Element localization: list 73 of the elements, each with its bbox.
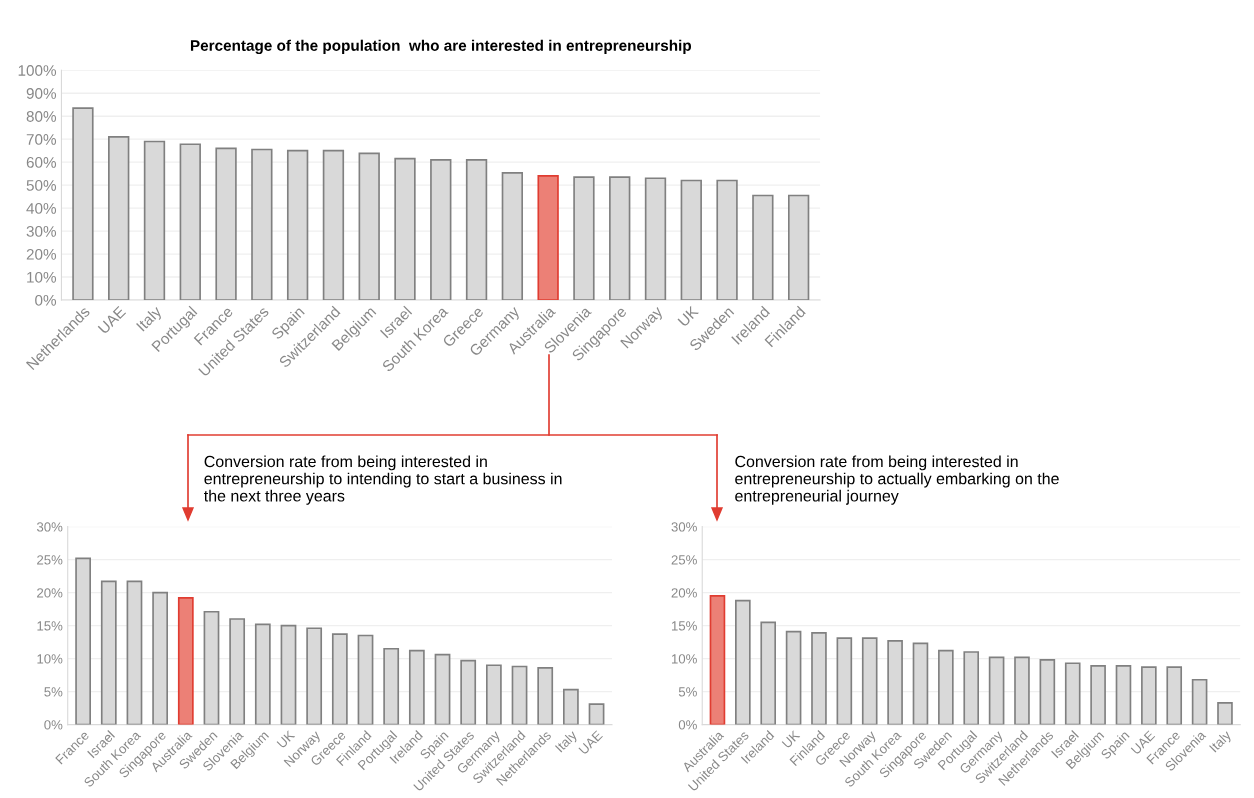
y-tick-label: 10% bbox=[37, 654, 63, 664]
bar bbox=[408, 649, 425, 725]
bar bbox=[177, 597, 194, 725]
bar bbox=[912, 642, 929, 725]
bar bbox=[1090, 665, 1106, 725]
y-tick-label: 20% bbox=[37, 588, 63, 598]
bar bbox=[1141, 666, 1157, 725]
bar bbox=[785, 630, 802, 725]
bar bbox=[836, 637, 853, 725]
y-tick-label: 15% bbox=[37, 621, 63, 631]
y-tick-label: 80% bbox=[26, 111, 57, 122]
bar bbox=[75, 557, 92, 725]
y-tick-label: 25% bbox=[37, 555, 63, 565]
bar bbox=[760, 621, 777, 725]
bar bbox=[511, 665, 528, 725]
x-tick-label: Italy bbox=[1208, 729, 1234, 755]
y-tick-label: 30% bbox=[36, 522, 63, 532]
x-tick-label: Italy bbox=[554, 729, 580, 755]
y-tick-label: 10% bbox=[27, 271, 57, 283]
bar bbox=[735, 599, 751, 725]
y-tick-label: 40% bbox=[26, 202, 57, 214]
bar bbox=[331, 633, 348, 725]
bar bbox=[1166, 666, 1183, 725]
y-tick-label: 0% bbox=[44, 720, 63, 730]
bar bbox=[861, 637, 878, 725]
bar bbox=[963, 651, 980, 725]
bar bbox=[1039, 659, 1056, 725]
bar bbox=[434, 653, 451, 725]
y-tick-label: 30% bbox=[26, 225, 57, 237]
bar bbox=[152, 591, 169, 725]
bar bbox=[485, 664, 502, 725]
bar bbox=[100, 580, 117, 725]
bar bbox=[887, 639, 903, 725]
bar bbox=[357, 634, 374, 725]
bar bbox=[811, 632, 827, 725]
bar bbox=[537, 667, 554, 725]
bar bbox=[1191, 678, 1208, 725]
y-tick-label: 0% bbox=[35, 294, 57, 306]
bar bbox=[1217, 701, 1233, 725]
y-tick-label: 5% bbox=[678, 687, 697, 697]
y-tick-label: 60% bbox=[26, 157, 57, 168]
bar bbox=[537, 175, 559, 301]
chart-title: Percentage of the population who are interested in entrepreneurship bbox=[190, 39, 692, 55]
y-tick-label: 70% bbox=[26, 134, 57, 145]
y-tick-label: 20% bbox=[26, 248, 57, 260]
y-tick-label: 0% bbox=[678, 720, 697, 730]
y-tick-label: 10% bbox=[671, 654, 697, 664]
bar bbox=[1064, 662, 1081, 725]
y-tick-label: 100% bbox=[18, 65, 57, 76]
y-tick-label: 50% bbox=[26, 180, 57, 191]
bar bbox=[1115, 665, 1132, 725]
bar bbox=[306, 627, 323, 725]
bar bbox=[383, 647, 400, 725]
bar bbox=[709, 595, 726, 725]
bar bbox=[562, 688, 579, 725]
chart-title: Conversion rate from being interested in entrepreneurship to actually embarking on the entrepreneurial journey bbox=[735, 455, 1059, 505]
bar bbox=[254, 623, 271, 725]
y-tick-label: 5% bbox=[44, 687, 63, 697]
bar bbox=[126, 580, 143, 725]
bar bbox=[588, 703, 605, 725]
chart-title: Conversion rate from being interested in entrepreneurship to intending to start a business in the next three years bbox=[204, 455, 562, 505]
y-tick-label: 20% bbox=[671, 588, 697, 598]
y-tick-label: 25% bbox=[671, 555, 697, 565]
y-tick-label: 30% bbox=[671, 522, 697, 532]
y-tick-label: 90% bbox=[26, 88, 57, 99]
bar bbox=[938, 649, 954, 725]
bar bbox=[1014, 656, 1030, 725]
bar bbox=[203, 610, 220, 725]
y-tick-label: 15% bbox=[671, 621, 697, 631]
bar bbox=[229, 618, 246, 725]
bar bbox=[460, 659, 477, 725]
bar bbox=[988, 656, 1005, 725]
bar bbox=[280, 624, 297, 725]
